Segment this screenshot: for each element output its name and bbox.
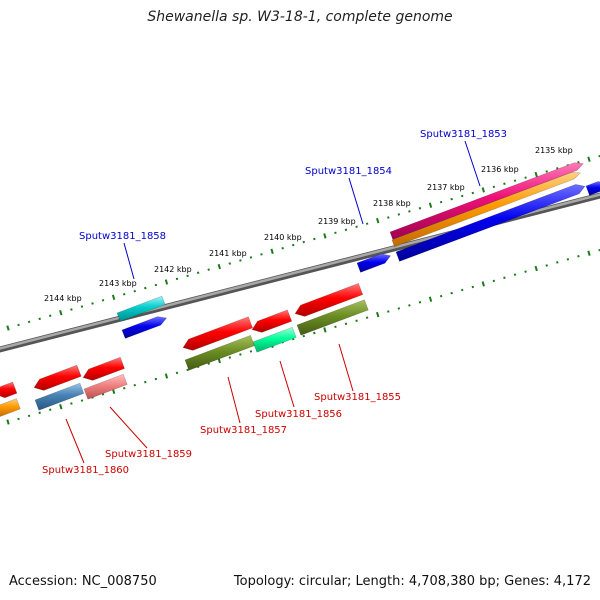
- gene-label-sputw3181-1854: Sputw3181_1854: [305, 166, 392, 177]
- gene-1859-red-arrow: [82, 356, 125, 381]
- gene-label-sputw3181-1856: Sputw3181_1856: [255, 409, 342, 420]
- gene-1858-blue-arrow: [121, 316, 168, 339]
- gene-label-sputw3181-1857: Sputw3181_1857: [200, 425, 287, 436]
- map-title: Shewanella sp. W3-18-1, complete genome: [147, 9, 453, 25]
- gene-1853-blue-arrow: [395, 184, 586, 262]
- ruler-label-2137: 2137 kbp: [427, 183, 465, 192]
- gene-label-sputw3181-1859: Sputw3181_1859: [105, 449, 192, 460]
- ruler-label-2141: 2141 kbp: [209, 249, 247, 258]
- gene-1853-magenta-bar: [389, 162, 584, 240]
- ruler-labels: 2135 kbp 2136 kbp 2137 kbp 2138 kbp 2139…: [44, 146, 573, 303]
- gene-label-sputw3181-1860: Sputw3181_1860: [42, 465, 129, 476]
- ruler-label-2140: 2140 kbp: [264, 233, 302, 242]
- gene-1857-olive-bar: [184, 335, 255, 371]
- ruler-label-2136: 2136 kbp: [481, 165, 519, 174]
- gene-edge-red-arrow: [0, 381, 18, 399]
- gene-1859-pink-bar: [83, 373, 128, 400]
- gene-features: [0, 162, 600, 417]
- gene-edge-orange-bar: [0, 398, 21, 417]
- gene-1856-spring-bar: [252, 326, 297, 353]
- accession-text: Accession: NC_008750: [9, 574, 157, 589]
- gene-1860-steel-bar: [34, 382, 85, 411]
- topology-text: Topology: circular; Length: 4,708,380 bp…: [233, 574, 591, 589]
- ruler-line-bottom: [6, 249, 600, 425]
- gene-1854-blue-arrow: [356, 253, 392, 273]
- ruler-line-top: [6, 155, 600, 331]
- gene-label-sputw3181-1855: Sputw3181_1855: [314, 392, 401, 403]
- gene-label-sputw3181-1858: Sputw3181_1858: [79, 231, 166, 242]
- ruler-label-2139: 2139 kbp: [318, 217, 356, 226]
- gene-1853-orange-bar: [391, 172, 582, 247]
- gene-label-sputw3181-1853: Sputw3181_1853: [420, 129, 507, 140]
- ruler-label-2138: 2138 kbp: [373, 199, 411, 208]
- gene-1860-red-arrow: [33, 364, 82, 391]
- gene-1855-olive-bar: [296, 299, 369, 336]
- ruler-label-2135: 2135 kbp: [535, 146, 573, 155]
- callout-lines: [65, 140, 481, 464]
- gene-1856-red-arrow: [251, 309, 293, 333]
- ruler-label-2142: 2142 kbp: [154, 265, 192, 274]
- gene-1857-red-arrow: [182, 316, 253, 351]
- gene-1855-red-arrow: [294, 283, 364, 317]
- ruler-label-2143: 2143 kbp: [99, 279, 137, 288]
- ruler-label-2144: 2144 kbp: [44, 294, 82, 303]
- gene-edge-blue-arrow: [585, 181, 600, 196]
- gene-1858-cyan-bar: [116, 295, 166, 322]
- gene-labels: Sputw3181_1853 Sputw3181_1854 Sputw3181_…: [42, 129, 507, 476]
